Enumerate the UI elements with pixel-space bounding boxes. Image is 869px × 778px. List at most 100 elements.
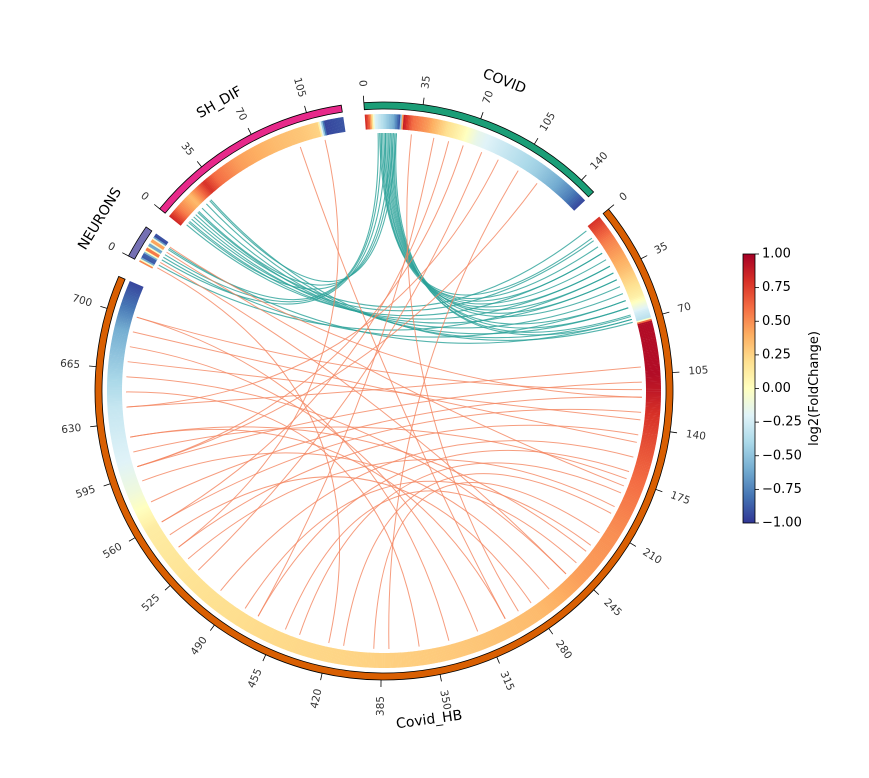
heat-cell: [639, 328, 655, 334]
heat-cell: [236, 155, 247, 169]
heat-cell: [535, 603, 546, 617]
chord-link: [157, 267, 341, 644]
heat-cell: [230, 159, 240, 174]
heat-cell: [614, 513, 629, 523]
heat-cell: [610, 520, 625, 530]
heat-cell: [238, 154, 248, 169]
heat-cell: [319, 645, 325, 661]
heat-cell: [234, 156, 244, 171]
heat-cell: [419, 650, 424, 666]
heat-cell: [640, 443, 656, 448]
heat-cell: [601, 535, 616, 545]
heat-cell: [294, 128, 301, 144]
heat-cell: [333, 118, 338, 134]
heat-cell: [117, 463, 133, 470]
heat-cell: [622, 275, 637, 284]
heat-cell: [611, 254, 626, 264]
heat-cell: [539, 168, 550, 182]
heat-cell: [270, 629, 279, 645]
heat-cell: [259, 142, 268, 157]
chord-link: [150, 396, 642, 503]
heat-cell: [139, 514, 154, 524]
heat-cell: [116, 317, 132, 324]
heat-cell: [588, 553, 602, 565]
heat-cell: [645, 405, 661, 408]
heat-cell: [328, 119, 334, 135]
heat-cell: [107, 365, 124, 369]
heat-cell: [448, 644, 454, 660]
heat-cell: [626, 487, 642, 495]
heat-cell: [174, 562, 188, 574]
colorbar-tick-label: 1.00: [762, 247, 791, 262]
heat-cell: [603, 240, 618, 250]
tick-label: 385: [375, 696, 387, 716]
heat-cell: [109, 349, 125, 354]
heat-cell: [127, 285, 142, 293]
heat-cell: [452, 643, 459, 659]
heat-cell: [559, 185, 572, 198]
heat-cell: [431, 648, 437, 664]
heat-cell: [146, 526, 161, 536]
heat-cell: [198, 585, 210, 598]
heat-cell: [109, 428, 125, 433]
chord-link: [284, 490, 577, 630]
heat-cell: [382, 114, 385, 130]
heat-cell: [439, 646, 445, 662]
heat-cell: [594, 225, 608, 237]
heat-cell: [645, 381, 661, 384]
heat-cell: [628, 483, 644, 491]
heat-cell: [538, 601, 549, 615]
heat-cell: [399, 114, 403, 130]
heat-cell: [123, 480, 139, 488]
heat-cell: [645, 386, 661, 389]
heat-cell: [620, 271, 635, 280]
heat-cell: [136, 508, 151, 518]
heat-cell: [538, 167, 549, 181]
heat-cell: [321, 646, 327, 662]
heat-cell: [390, 652, 393, 668]
heat-cell: [587, 554, 601, 566]
heat-cell: [114, 451, 130, 457]
heat-cell: [112, 333, 128, 339]
heat-cell: [295, 127, 303, 143]
heat-cell: [119, 467, 134, 474]
chord-link: [209, 133, 397, 283]
heat-cell: [329, 647, 334, 663]
heat-cell: [109, 427, 125, 431]
heat-cell: [545, 172, 557, 186]
heat-cell: [173, 561, 187, 573]
heat-cell: [196, 583, 208, 596]
heat-cell: [471, 129, 479, 145]
heat-cell: [442, 646, 448, 662]
heat-cell: [231, 158, 242, 173]
heat-cell: [182, 570, 195, 583]
tick-label: 140: [588, 150, 610, 173]
heat-cell: [330, 648, 336, 664]
heat-cell: [633, 469, 649, 477]
heat-cell: [592, 547, 607, 559]
heat-cell: [638, 325, 654, 331]
heat-cell: [490, 137, 499, 153]
heat-cell: [525, 610, 536, 625]
heat-cell: [305, 642, 312, 658]
heat-cell: [120, 305, 135, 312]
heat-cell: [576, 567, 589, 580]
colorbar-tick-label: −0.75: [762, 482, 802, 497]
heat-cell: [221, 603, 232, 617]
heat-cell: [302, 641, 309, 657]
heat-cell: [641, 342, 658, 347]
heat-cell: [619, 270, 635, 279]
heat-cell: [427, 117, 432, 133]
heat-cell: [420, 116, 425, 132]
heat-cell: [312, 122, 319, 138]
heat-cell: [457, 642, 464, 658]
heat-cell: [480, 633, 488, 649]
heat-cell: [117, 461, 133, 468]
tick-mark: [629, 542, 637, 547]
heat-cell: [419, 116, 424, 132]
heat-cell: [109, 354, 125, 359]
chord-link: [166, 251, 625, 487]
heat-cell: [196, 185, 209, 198]
heat-cell: [455, 124, 462, 140]
heat-cell: [442, 120, 448, 136]
